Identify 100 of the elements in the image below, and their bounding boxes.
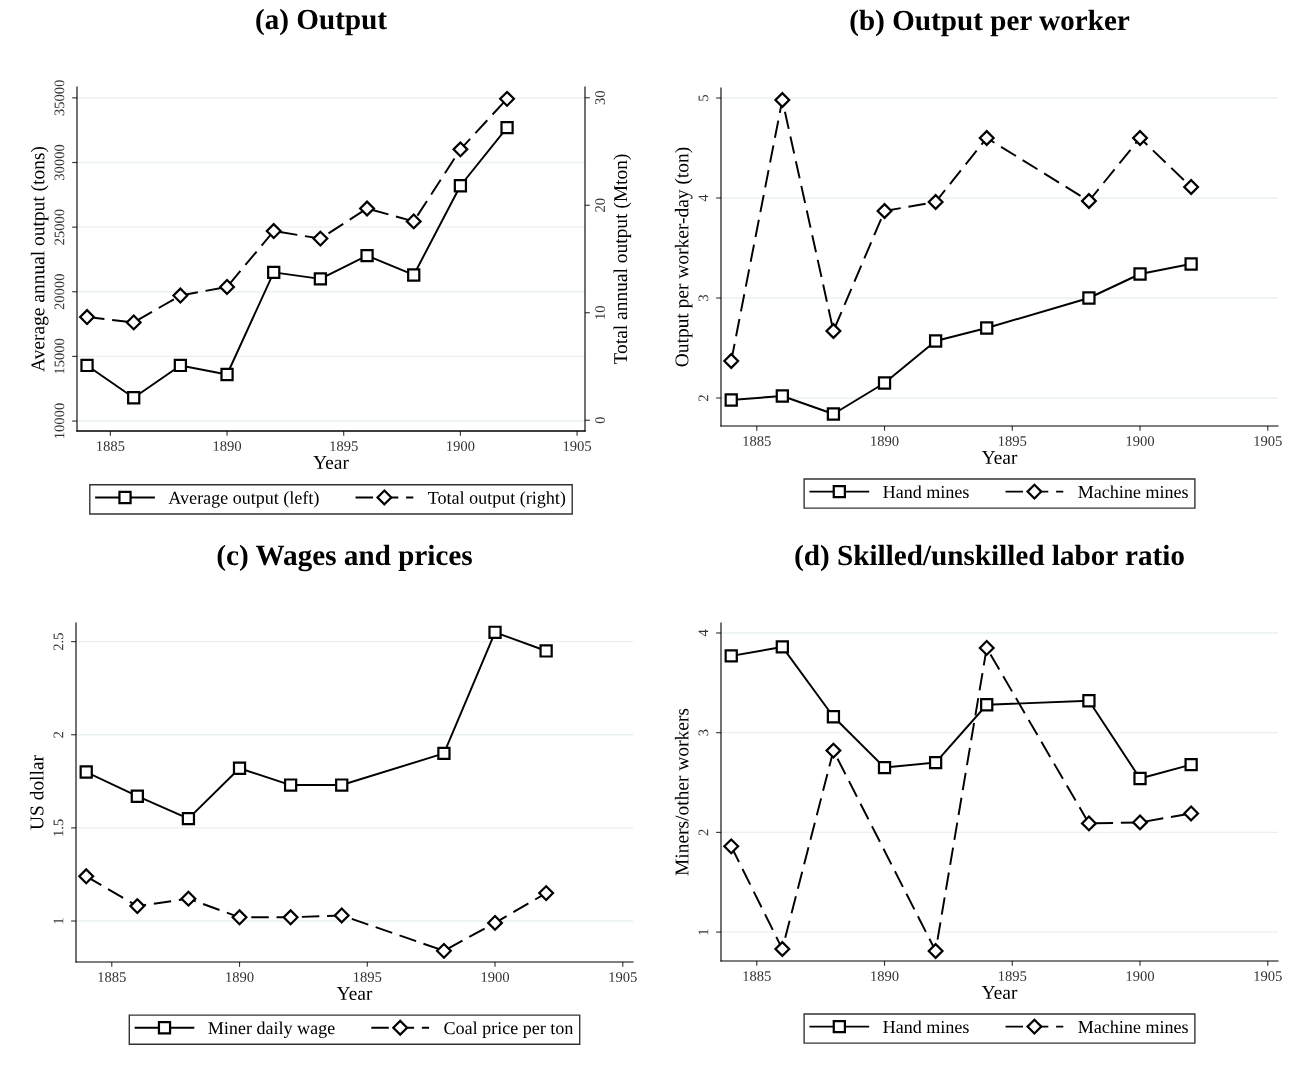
point bbox=[79, 765, 93, 779]
point bbox=[312, 230, 329, 247]
point bbox=[267, 265, 281, 280]
x-tick-label: 1895 bbox=[998, 436, 1027, 446]
point bbox=[80, 358, 94, 373]
x-axis-title: Year bbox=[313, 456, 349, 470]
point bbox=[980, 698, 994, 712]
y2-tick-label: 20 bbox=[595, 198, 605, 212]
x-tick-label: 1905 bbox=[1254, 436, 1282, 446]
point bbox=[1133, 267, 1147, 281]
y-tick-label: 4 bbox=[698, 629, 709, 637]
x-tick-label: 1905 bbox=[609, 972, 637, 982]
point bbox=[1132, 130, 1149, 146]
y-tick-label: 2 bbox=[53, 731, 64, 738]
point bbox=[129, 898, 146, 915]
point bbox=[359, 200, 376, 217]
point bbox=[1183, 805, 1200, 822]
point bbox=[405, 213, 422, 230]
point bbox=[220, 367, 234, 382]
point bbox=[1184, 257, 1198, 271]
point bbox=[724, 393, 738, 407]
y-tick-label: 25000 bbox=[54, 209, 65, 245]
x-tick-label: 1895 bbox=[330, 441, 358, 451]
point bbox=[1133, 771, 1147, 786]
legend-label: Machine mines bbox=[1078, 1020, 1188, 1034]
y-tick-label: 3 bbox=[698, 729, 709, 736]
chart-title: (a) Output bbox=[256, 8, 387, 36]
point bbox=[1132, 814, 1149, 831]
legend-label: Average output (left) bbox=[168, 491, 319, 508]
point bbox=[978, 639, 995, 656]
point bbox=[1080, 815, 1097, 832]
point bbox=[826, 710, 841, 724]
point bbox=[127, 391, 141, 405]
y2-tick-label: 10 bbox=[595, 306, 605, 319]
point bbox=[125, 314, 142, 331]
point bbox=[877, 760, 892, 775]
x-tick-label: 1885 bbox=[743, 971, 771, 981]
x-axis-title: Year bbox=[981, 451, 1018, 465]
y-tick-label: 4 bbox=[698, 194, 709, 202]
x-tick-label: 1900 bbox=[1126, 436, 1155, 446]
legend-label: Coal price per ton bbox=[444, 1021, 574, 1038]
point bbox=[360, 248, 374, 263]
point bbox=[724, 649, 738, 663]
y-axis-title: Output per worker-day (ton) bbox=[674, 147, 693, 367]
point bbox=[181, 811, 196, 826]
point bbox=[775, 640, 789, 654]
legend-label: Hand mines bbox=[883, 485, 969, 499]
point bbox=[928, 334, 943, 348]
point bbox=[265, 223, 282, 240]
point bbox=[500, 120, 514, 135]
y-tick-label: 10000 bbox=[54, 403, 65, 438]
point bbox=[877, 376, 892, 390]
point bbox=[1082, 291, 1096, 305]
point bbox=[774, 941, 791, 958]
point bbox=[407, 268, 421, 282]
legend-label: Miner daily wage bbox=[208, 1021, 335, 1038]
point bbox=[775, 389, 789, 403]
chart-title: (d) Skilled/unskilled labor ratio bbox=[795, 544, 1184, 572]
y-axis-title: Average annual output (tons) bbox=[30, 146, 49, 372]
point bbox=[282, 909, 299, 926]
y-tick-label: 35000 bbox=[54, 80, 65, 116]
x-tick-label: 1900 bbox=[481, 972, 510, 982]
x-axis-title: Year bbox=[336, 987, 373, 1001]
point bbox=[335, 778, 349, 792]
point bbox=[1082, 694, 1096, 708]
x-tick-label: 1905 bbox=[563, 441, 592, 451]
y-tick-label: 30000 bbox=[54, 144, 65, 181]
y-tick-label: 20000 bbox=[54, 274, 65, 310]
point bbox=[78, 868, 95, 885]
chart-title: (b) Output per worker bbox=[850, 9, 1130, 37]
point bbox=[499, 90, 516, 107]
legend-label: Hand mines bbox=[883, 1020, 969, 1034]
point bbox=[723, 353, 740, 369]
x-tick-label: 1885 bbox=[98, 972, 126, 982]
point bbox=[927, 943, 944, 960]
x-tick-label: 1895 bbox=[998, 971, 1027, 981]
x-tick-label: 1885 bbox=[743, 436, 771, 446]
point bbox=[927, 194, 944, 210]
x-tick-label: 1900 bbox=[1126, 971, 1155, 981]
y-tick-label: 2 bbox=[698, 829, 709, 836]
point bbox=[826, 407, 841, 421]
point bbox=[435, 942, 452, 959]
point bbox=[978, 130, 995, 146]
x-tick-label: 1900 bbox=[447, 441, 475, 451]
x-tick-label: 1885 bbox=[97, 441, 125, 451]
x-tick-label: 1890 bbox=[871, 436, 899, 446]
x-tick-label: 1890 bbox=[213, 441, 242, 451]
point bbox=[1184, 757, 1198, 772]
point bbox=[79, 309, 96, 326]
point bbox=[487, 914, 504, 931]
point bbox=[825, 323, 842, 339]
legend-label: Machine mines bbox=[1078, 485, 1188, 499]
point bbox=[1080, 193, 1097, 209]
point bbox=[232, 761, 247, 775]
x-tick-label: 1890 bbox=[226, 972, 254, 982]
point bbox=[173, 358, 188, 373]
point bbox=[313, 272, 328, 286]
y-tick-label: 2 bbox=[698, 395, 709, 402]
y-tick-label: 1 bbox=[698, 929, 709, 935]
y-tick-label: 15000 bbox=[54, 338, 65, 374]
